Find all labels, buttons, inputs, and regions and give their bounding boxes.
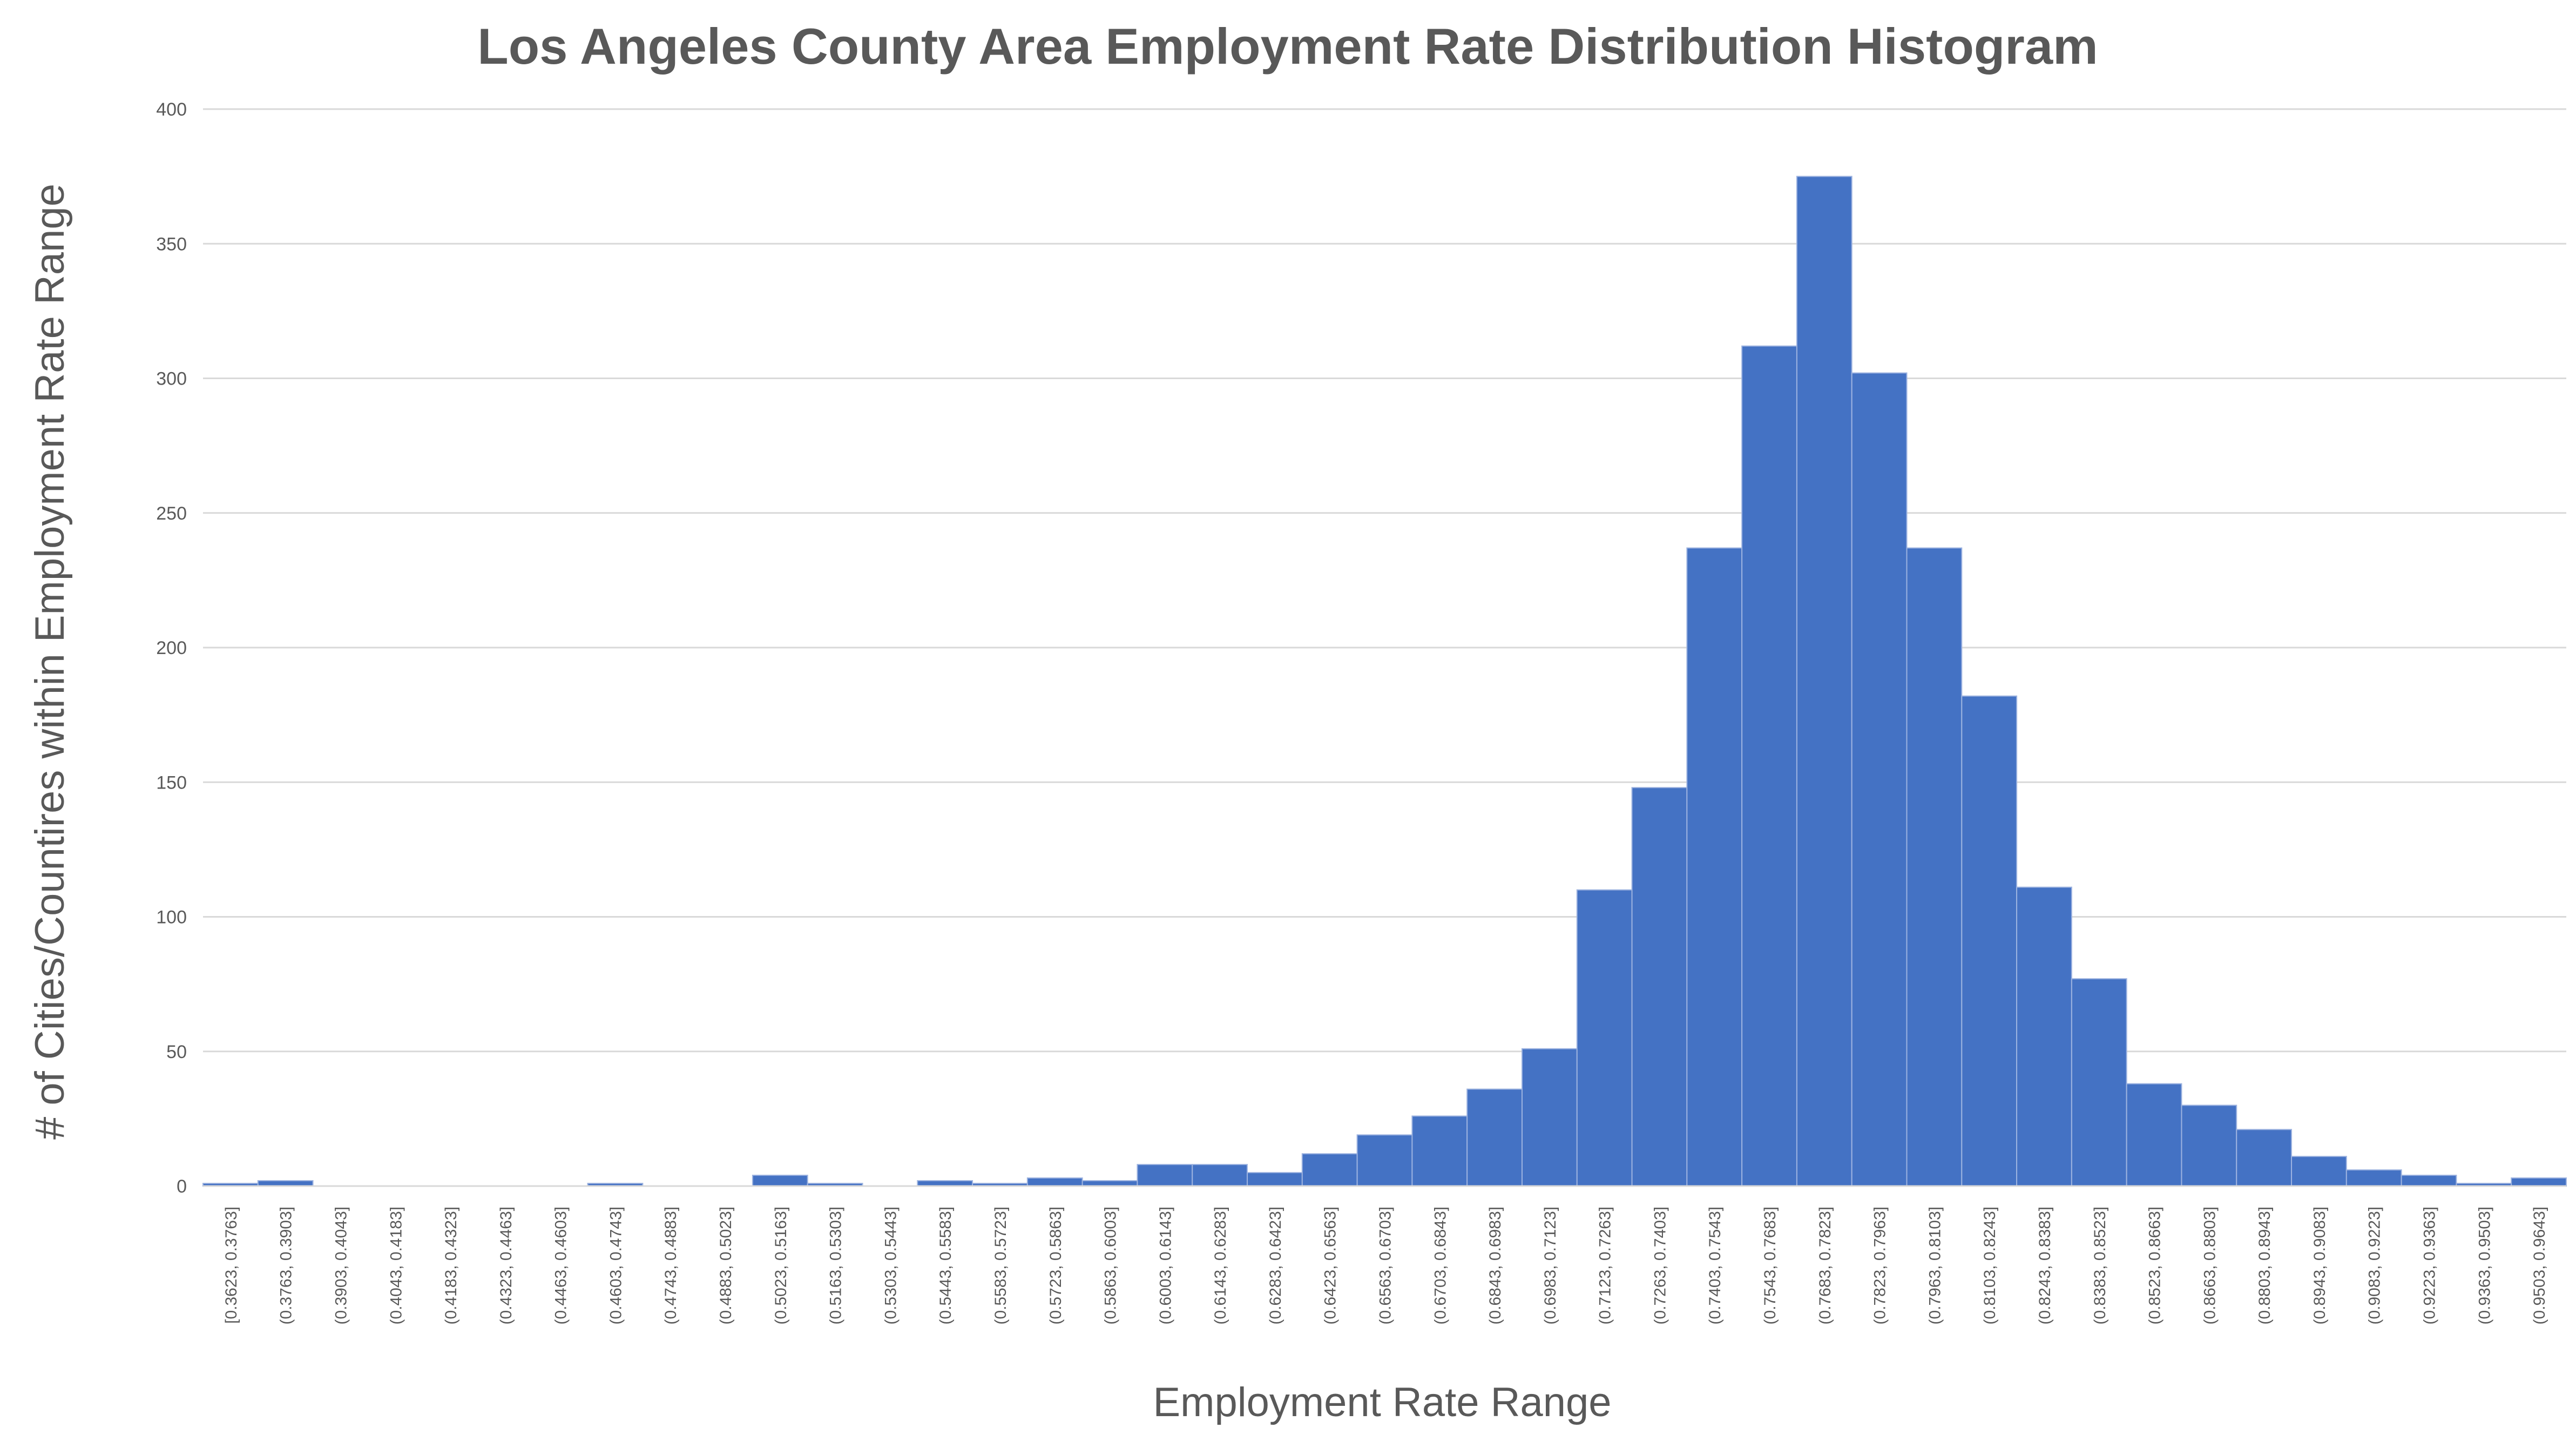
x-tick-label: (0.8523, 0.8663] [2146,1207,2164,1325]
x-tick-label: (0.4883, 0.5023] [717,1207,735,1325]
x-tick-label: (0.7543, 0.7683] [1761,1207,1779,1325]
x-tick-label: (0.4743, 0.4883] [662,1207,680,1325]
x-tick-label: (0.4603, 0.4743] [607,1207,625,1325]
histogram-bar [1961,695,2018,1187]
y-axis-ticks: 0 50 100 150 200 250 300 350 400 [156,99,187,1197]
y-tick-label: 400 [156,99,187,120]
histogram-bar [1411,1115,1468,1187]
histogram-bar [2126,1083,2182,1187]
y-axis-title: # of Cities/Countires within Employment … [27,184,73,1140]
histogram-bar [1796,176,1852,1187]
x-tick-label: (0.7403, 0.7543] [1706,1207,1724,1325]
histogram-bar [2181,1104,2237,1187]
x-tick-label: (0.4463, 0.4603] [552,1207,570,1325]
x-tick-label: (0.6143, 0.6283] [1212,1207,1229,1325]
x-tick-label: (0.4043, 0.4183] [387,1207,405,1325]
histogram-bar [2401,1175,2457,1187]
x-tick-label: (0.9363, 0.9503] [2476,1207,2493,1325]
x-tick-label: (0.9223, 0.9363] [2421,1207,2439,1325]
chart-title: Los Angeles County Area Employment Rate … [477,18,2098,75]
x-tick-label: (0.7123, 0.7263] [1597,1207,1614,1325]
x-tick-label: (0.8803, 0.8943] [2256,1207,2274,1325]
x-tick-label: (0.4183, 0.4323] [442,1207,460,1325]
histogram-bar [1741,345,1797,1187]
histogram-bar [1356,1134,1413,1187]
x-tick-label: (0.8383, 0.8523] [2091,1207,2109,1325]
histogram-bar [1851,372,1908,1187]
y-tick-label: 100 [156,907,187,928]
x-axis-ticks: [0.3623, 0.3763] (0.3763, 0.3903] (0.3903,… [222,1207,2548,1325]
x-tick-label: (0.6003, 0.6143] [1157,1207,1174,1325]
x-tick-label: (0.6283, 0.6423] [1267,1207,1284,1325]
y-tick-label: 300 [156,369,187,389]
histogram-bar [1906,547,1963,1187]
bars [202,176,2567,1187]
x-tick-label: (0.9503, 0.9643] [2531,1207,2548,1325]
x-tick-label: (0.5863, 0.6003] [1102,1207,1120,1325]
gridlines [203,108,2566,1053]
x-tick-label: (0.5583, 0.5723] [992,1207,1010,1325]
x-tick-label: (0.5723, 0.5863] [1047,1207,1065,1325]
histogram-bar [752,1175,808,1187]
histogram-bar [1026,1177,1083,1187]
x-tick-label: (0.8103, 0.8243] [1981,1207,1999,1325]
histogram-bar [2236,1129,2293,1187]
y-tick-label: 0 [177,1176,187,1197]
x-tick-label: (0.7683, 0.7823] [1816,1207,1834,1325]
histogram-bar [2016,886,2072,1187]
x-tick-label: (0.6563, 0.6703] [1377,1207,1395,1325]
x-tick-label: (0.6703, 0.6843] [1431,1207,1449,1325]
histogram-bar [1466,1088,1523,1187]
y-tick-label: 350 [156,234,187,254]
histogram-bar [1137,1164,1193,1187]
histogram-bar [1686,547,1743,1187]
x-tick-label: (0.3763, 0.3903] [278,1207,295,1325]
x-tick-label: (0.6843, 0.6983] [1486,1207,1504,1325]
x-tick-label: (0.5443, 0.5583] [937,1207,955,1325]
histogram-bar [2071,978,2127,1187]
histogram-bar [1247,1172,1303,1187]
y-tick-label: 50 [166,1042,187,1062]
histogram-bar [2291,1156,2347,1187]
x-tick-label: (0.9083, 0.9223] [2366,1207,2384,1325]
histogram-bar [2511,1177,2567,1187]
histogram-bar [1576,889,1633,1187]
y-tick-label: 250 [156,503,187,524]
x-axis-title: Employment Rate Range [1153,1379,1611,1425]
x-tick-label: (0.3903, 0.4043] [332,1207,350,1325]
x-tick-label: (0.8243, 0.8383] [2036,1207,2054,1325]
histogram-bar [1301,1153,1358,1187]
y-tick-label: 150 [156,772,187,793]
x-tick-label: (0.7823, 0.7963] [1871,1207,1889,1325]
x-tick-label: (0.6983, 0.7123] [1541,1207,1559,1325]
x-tick-label: (0.7963, 0.8103] [1926,1207,1944,1325]
histogram-bar [1631,787,1688,1187]
x-tick-label: (0.8943, 0.9083] [2311,1207,2329,1325]
histogram-bar [1192,1164,1248,1187]
x-tick-label: [0.3623, 0.3763] [222,1207,240,1324]
histogram-bar [2345,1169,2402,1187]
x-tick-label: (0.5163, 0.5303] [827,1207,845,1325]
y-tick-label: 200 [156,638,187,658]
x-tick-label: (0.4323, 0.4463] [497,1207,515,1325]
x-tick-label: (0.7263, 0.7403] [1651,1207,1669,1325]
x-tick-label: (0.5023, 0.5163] [772,1207,790,1325]
x-tick-label: (0.6423, 0.6563] [1322,1207,1340,1325]
x-tick-label: (0.5303, 0.5443] [882,1207,900,1325]
histogram-bar [1521,1048,1578,1187]
x-tick-label: (0.8663, 0.8803] [2201,1207,2219,1325]
